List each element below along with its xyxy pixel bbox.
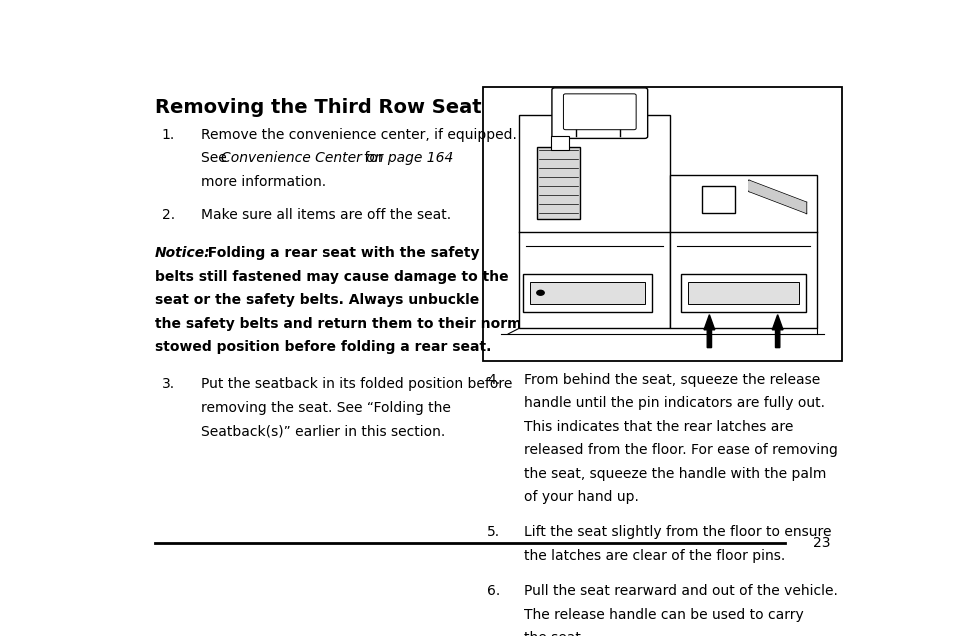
- Text: Remove the convenience center, if equipped.: Remove the convenience center, if equipp…: [200, 128, 516, 142]
- Text: Make sure all items are off the seat.: Make sure all items are off the seat.: [200, 208, 450, 222]
- Text: Seatback(s)” earlier in this section.: Seatback(s)” earlier in this section.: [200, 424, 444, 438]
- Text: 23: 23: [812, 536, 830, 550]
- Text: released from the floor. For ease of removing: released from the floor. For ease of rem…: [524, 443, 838, 457]
- Text: more information.: more information.: [200, 175, 325, 189]
- Text: the seat, squeeze the handle with the palm: the seat, squeeze the handle with the pa…: [524, 467, 826, 481]
- FancyBboxPatch shape: [551, 137, 569, 150]
- FancyBboxPatch shape: [537, 148, 579, 219]
- Text: This indicates that the rear latches are: This indicates that the rear latches are: [524, 420, 793, 434]
- Text: belts still fastened may cause damage to the: belts still fastened may cause damage to…: [154, 270, 508, 284]
- FancyBboxPatch shape: [679, 273, 805, 312]
- FancyBboxPatch shape: [563, 94, 636, 130]
- Polygon shape: [518, 114, 669, 328]
- Polygon shape: [669, 175, 817, 328]
- FancyBboxPatch shape: [552, 88, 647, 139]
- Text: handle until the pin indicators are fully out.: handle until the pin indicators are full…: [524, 396, 824, 410]
- Text: Lift the seat slightly from the floor to ensure: Lift the seat slightly from the floor to…: [524, 525, 831, 539]
- Text: 5.: 5.: [486, 525, 499, 539]
- Text: Notice:: Notice:: [154, 246, 211, 260]
- Polygon shape: [748, 181, 805, 213]
- Text: Removing the Third Row Seat: Removing the Third Row Seat: [154, 99, 481, 118]
- Text: Convenience Center on page 164: Convenience Center on page 164: [221, 151, 454, 165]
- Text: Folding a rear seat with the safety: Folding a rear seat with the safety: [197, 246, 478, 260]
- Text: 1.: 1.: [161, 128, 174, 142]
- Text: the latches are clear of the floor pins.: the latches are clear of the floor pins.: [524, 549, 785, 563]
- FancyBboxPatch shape: [482, 87, 841, 361]
- Text: of your hand up.: of your hand up.: [524, 490, 639, 504]
- Circle shape: [537, 290, 543, 295]
- FancyArrow shape: [703, 315, 714, 348]
- Text: The release handle can be used to carry: The release handle can be used to carry: [524, 607, 803, 621]
- Text: Put the seatback in its folded position before: Put the seatback in its folded position …: [200, 378, 512, 392]
- FancyArrow shape: [772, 315, 782, 348]
- Text: Pull the seat rearward and out of the vehicle.: Pull the seat rearward and out of the ve…: [524, 584, 838, 598]
- Text: 6.: 6.: [486, 584, 499, 598]
- FancyBboxPatch shape: [529, 282, 644, 304]
- Text: stowed position before folding a rear seat.: stowed position before folding a rear se…: [154, 340, 491, 354]
- Text: the safety belts and return them to their normal: the safety belts and return them to thei…: [154, 317, 535, 331]
- Text: for: for: [360, 151, 383, 165]
- Text: the seat.: the seat.: [524, 631, 585, 636]
- Text: 4.: 4.: [486, 373, 499, 387]
- FancyBboxPatch shape: [522, 273, 651, 312]
- FancyBboxPatch shape: [687, 282, 799, 304]
- Text: seat or the safety belts. Always unbuckle: seat or the safety belts. Always unbuckl…: [154, 293, 478, 307]
- Text: See: See: [200, 151, 231, 165]
- Text: 2.: 2.: [161, 208, 174, 222]
- FancyBboxPatch shape: [701, 186, 734, 213]
- Text: From behind the seat, squeeze the release: From behind the seat, squeeze the releas…: [524, 373, 820, 387]
- Text: 3.: 3.: [161, 378, 174, 392]
- Text: removing the seat. See “Folding the: removing the seat. See “Folding the: [200, 401, 450, 415]
